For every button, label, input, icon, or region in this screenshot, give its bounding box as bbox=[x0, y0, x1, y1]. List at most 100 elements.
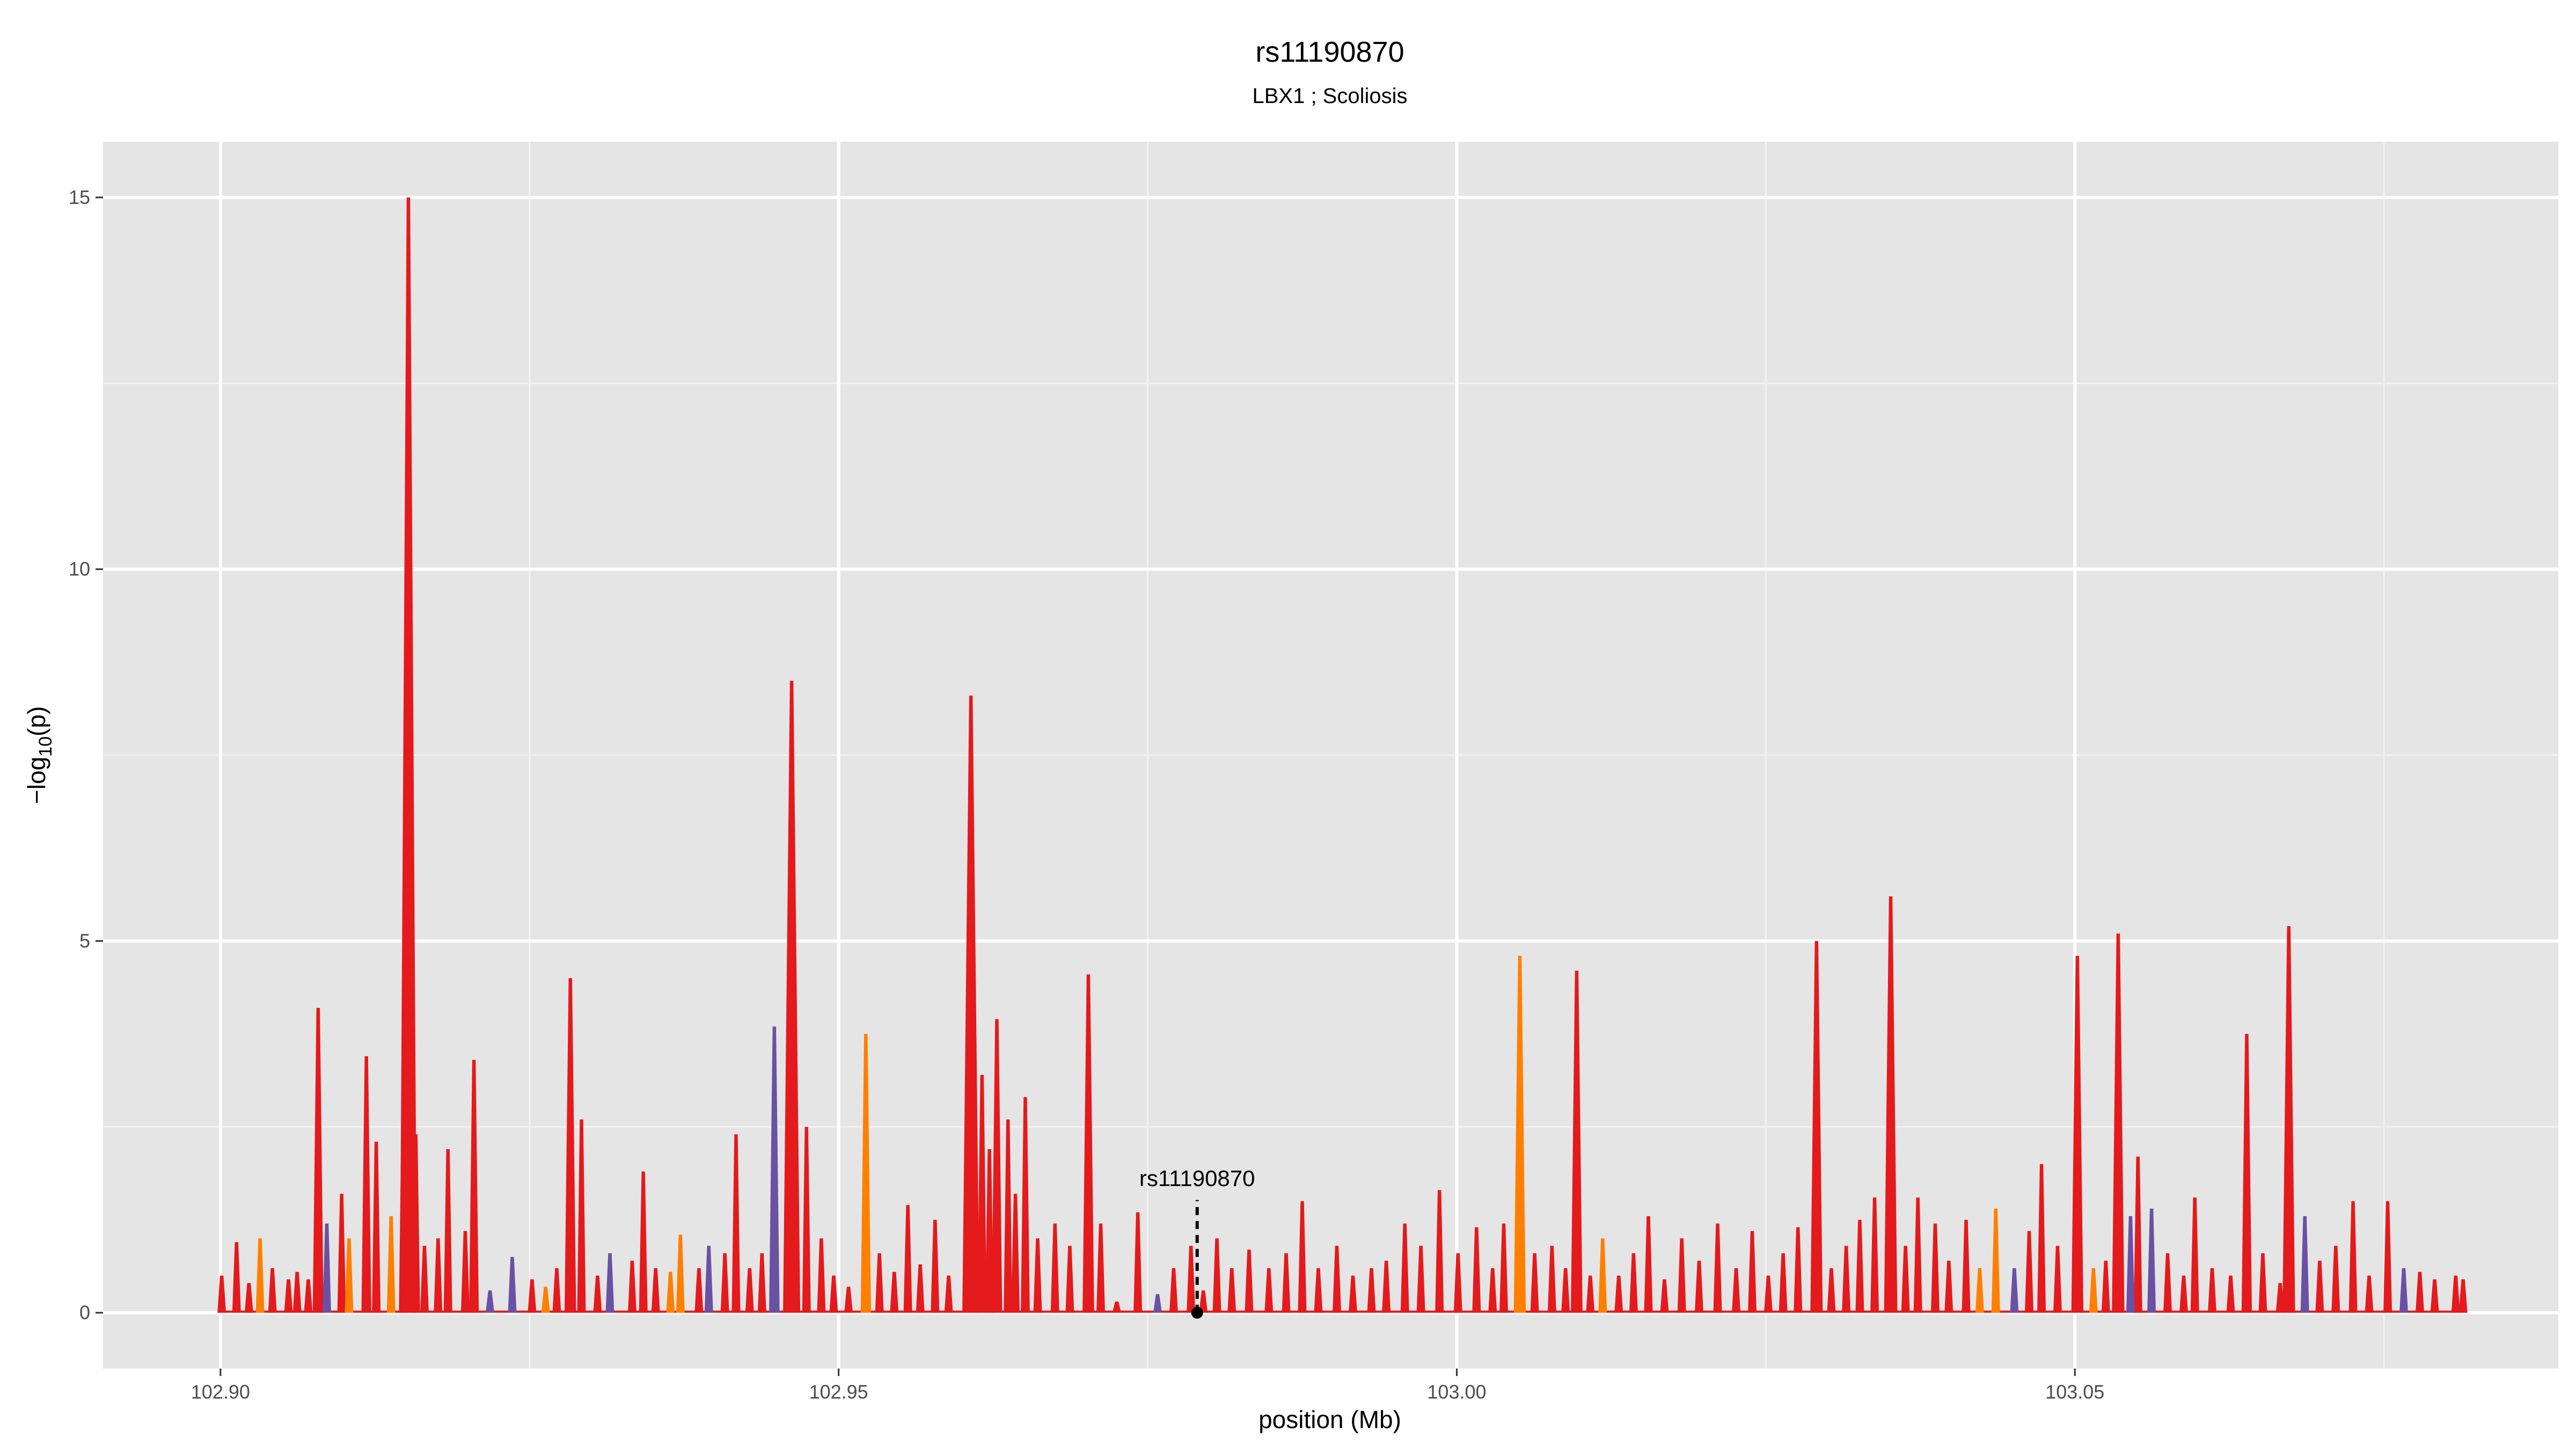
peak-area bbox=[577, 1119, 586, 1313]
peak-area bbox=[1499, 1223, 1509, 1313]
x-tick-label: 103.05 bbox=[2045, 1381, 2104, 1403]
peak-area bbox=[1794, 1227, 1803, 1313]
peak-area bbox=[292, 1271, 302, 1313]
peak-area bbox=[2365, 1275, 2374, 1313]
peak-area bbox=[1810, 941, 1823, 1313]
peak-area bbox=[1870, 1197, 1879, 1313]
peak-area bbox=[541, 1286, 550, 1313]
peak-area bbox=[2226, 1275, 2235, 1313]
peak-area bbox=[704, 1246, 713, 1313]
peak-area bbox=[1033, 1238, 1042, 1313]
peak-area bbox=[1298, 1201, 1307, 1313]
peak-area bbox=[1991, 1209, 2000, 1313]
peak-area bbox=[1264, 1268, 1274, 1313]
baseline-area bbox=[222, 1311, 2463, 1313]
peak-area bbox=[2348, 1201, 2358, 1313]
peak-area bbox=[875, 1253, 884, 1313]
peak-area bbox=[2399, 1268, 2409, 1313]
snp-label: rs11190870 bbox=[1139, 1166, 1255, 1191]
peak-area bbox=[817, 1238, 826, 1313]
peak-area bbox=[605, 1253, 614, 1313]
peak-area bbox=[829, 1275, 838, 1313]
peak-area bbox=[2451, 1275, 2460, 1313]
y-tick-label: 15 bbox=[69, 186, 90, 208]
peak-area bbox=[312, 1008, 324, 1313]
y-tick-label: 5 bbox=[79, 930, 90, 952]
peak-area bbox=[268, 1268, 277, 1313]
peak-area bbox=[284, 1279, 293, 1313]
peak-area bbox=[931, 1219, 940, 1313]
peak-area bbox=[639, 1171, 648, 1313]
peak-area bbox=[1416, 1246, 1425, 1313]
peak-area bbox=[2300, 1216, 2309, 1313]
peak-area bbox=[244, 1283, 253, 1313]
peak-area bbox=[1748, 1231, 1757, 1313]
peak-area bbox=[2112, 933, 2125, 1313]
peak-area bbox=[802, 1126, 811, 1313]
peak-area bbox=[1962, 1219, 1971, 1313]
peak-area bbox=[1694, 1261, 1703, 1313]
peak-area bbox=[399, 1089, 408, 1313]
peak-area bbox=[1488, 1268, 1497, 1313]
peak-area bbox=[304, 1279, 313, 1313]
peak-area bbox=[1314, 1268, 1323, 1313]
peak-area bbox=[2133, 1157, 2142, 1313]
peak-area bbox=[651, 1268, 660, 1313]
peak-area bbox=[944, 1275, 953, 1313]
peak-area bbox=[757, 1253, 766, 1313]
peak-area bbox=[627, 1261, 636, 1313]
peak-area bbox=[565, 978, 576, 1313]
peak-area bbox=[903, 1205, 912, 1313]
peak-area bbox=[411, 1134, 420, 1313]
peak-area bbox=[2163, 1253, 2172, 1313]
peak-area bbox=[745, 1268, 754, 1313]
peak-area bbox=[2071, 956, 2084, 1313]
peak-area bbox=[1975, 1268, 1984, 1313]
peak-area bbox=[1050, 1223, 1059, 1313]
peak-area bbox=[1547, 1246, 1556, 1313]
peak-area bbox=[1133, 1212, 1143, 1313]
peak-area bbox=[1065, 1246, 1074, 1313]
peak-area bbox=[985, 1149, 994, 1313]
peak-area bbox=[232, 1242, 241, 1313]
peak-area bbox=[1435, 1190, 1444, 1313]
peak-area bbox=[593, 1275, 602, 1313]
chart-title: rs11190870 bbox=[1255, 36, 1404, 68]
peak-area bbox=[434, 1238, 443, 1313]
peak-area bbox=[255, 1238, 265, 1313]
peak-area bbox=[2147, 1209, 2156, 1313]
peak-areas bbox=[217, 197, 2468, 1313]
peak-area bbox=[1245, 1249, 1254, 1313]
peak-area bbox=[1586, 1275, 1595, 1313]
peak-area bbox=[1333, 1246, 1342, 1313]
peak-area bbox=[1571, 970, 1583, 1313]
peak-area bbox=[1367, 1268, 1376, 1313]
x-tick-label: 103.00 bbox=[1427, 1381, 1486, 1403]
peak-area bbox=[1112, 1301, 1121, 1313]
peak-area bbox=[1096, 1223, 1106, 1313]
peak-area bbox=[2101, 1261, 2110, 1313]
peak-area bbox=[1763, 1275, 1773, 1313]
minor-gridlines bbox=[103, 142, 2558, 1368]
peak-area bbox=[2126, 1216, 2135, 1313]
peak-area bbox=[1855, 1219, 1864, 1313]
peak-area bbox=[2241, 1034, 2252, 1313]
peak-area bbox=[1901, 1246, 1910, 1313]
peak-area bbox=[2089, 1268, 2098, 1313]
peak-area bbox=[1082, 974, 1094, 1313]
peak-area bbox=[1153, 1294, 1162, 1313]
peak-area bbox=[676, 1234, 685, 1313]
peak-area bbox=[1732, 1268, 1741, 1313]
peak-area bbox=[372, 1141, 381, 1313]
peak-area bbox=[345, 1238, 354, 1313]
peak-area bbox=[2025, 1231, 2034, 1313]
peak-area bbox=[1561, 1268, 1570, 1313]
peak-area bbox=[460, 1231, 470, 1313]
peak-area bbox=[2010, 1268, 2019, 1313]
peak-area bbox=[2458, 1279, 2468, 1313]
x-axis-title: position (Mb) bbox=[1258, 1406, 1401, 1433]
x-axis: 102.90 102.95 103.00 103.05 bbox=[191, 1368, 2104, 1403]
peak-area bbox=[1530, 1253, 1539, 1313]
peak-area bbox=[1614, 1275, 1623, 1313]
peak-area bbox=[1779, 1253, 1788, 1313]
